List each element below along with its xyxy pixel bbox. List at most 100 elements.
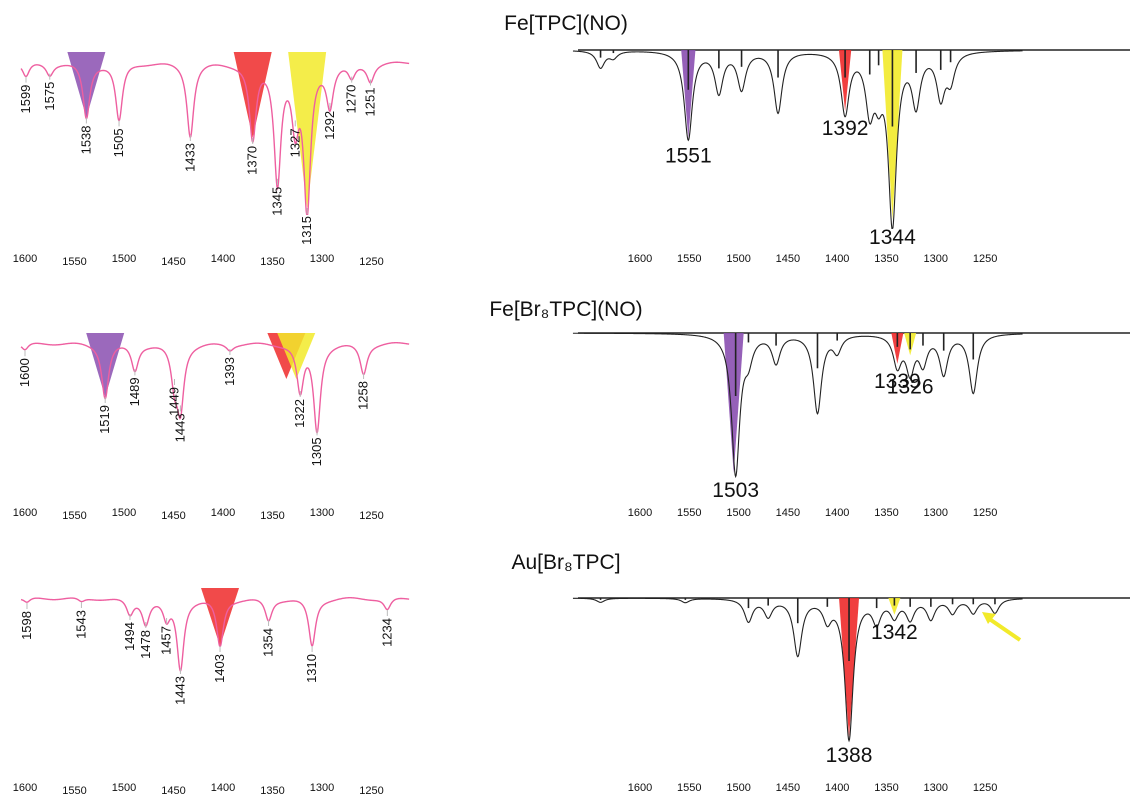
peak-label: 1354	[261, 628, 276, 657]
x-tick-label: 1600	[13, 782, 37, 794]
spectrum-trace	[572, 597, 1023, 743]
peak-label: 1403	[212, 654, 227, 683]
peak-label: 1543	[73, 610, 88, 639]
pointer-arrow-1342	[982, 612, 1022, 642]
x-tick-label: 1250	[359, 510, 383, 522]
x-tick-label: 1250	[359, 256, 383, 268]
highlight-yellow-2	[882, 50, 903, 220]
highlight-red-0	[839, 598, 860, 738]
peak-label: 1551	[665, 144, 712, 167]
peak-label: 1478	[138, 630, 153, 659]
peak-label: 1305	[309, 437, 324, 466]
peak-label: 1449	[166, 387, 181, 416]
x-tick-label: 1500	[112, 782, 136, 794]
peak-label: 1344	[869, 226, 916, 249]
x-tick-label: 1550	[62, 785, 86, 795]
x-tick-label: 1450	[161, 510, 185, 522]
peak-label: 1519	[97, 405, 112, 434]
peak-label: 1600	[17, 358, 32, 387]
x-tick-label: 1300	[924, 507, 948, 519]
peak-label: 1234	[379, 618, 394, 647]
x-tick-label: 1400	[825, 253, 849, 265]
peak-label: 1503	[712, 479, 759, 502]
x-tick-label: 1400	[825, 782, 849, 794]
x-tick-label: 1500	[112, 507, 136, 519]
highlight-purple-0	[86, 333, 125, 397]
spectrum-trace	[20, 61, 410, 216]
x-tick-label: 1450	[161, 785, 185, 795]
x-tick-label: 1550	[677, 253, 701, 265]
x-tick-label: 1300	[310, 782, 334, 794]
x-tick-label: 1500	[112, 253, 136, 265]
x-tick-label: 1250	[973, 507, 997, 519]
x-tick-label: 1600	[628, 253, 652, 265]
x-tick-label: 1400	[825, 507, 849, 519]
highlight-red-1	[891, 333, 904, 364]
x-tick-label: 1550	[677, 507, 701, 519]
x-tick-label: 1600	[13, 253, 37, 265]
x-tick-label: 1350	[260, 510, 284, 522]
highlight-red-0	[201, 588, 240, 646]
highlight-red-1	[233, 52, 272, 138]
peak-label: 1393	[222, 357, 237, 386]
spectrum-panel-0: Fe[TPC](NO) 1599 1575 1538 1505 1433 1370 1345 1…	[13, 12, 628, 268]
x-tick-label: 1400	[211, 253, 235, 265]
x-tick-label: 1450	[161, 256, 185, 268]
peak-label: 1370	[245, 146, 260, 175]
x-tick-label: 1500	[726, 507, 750, 519]
peak-label: 1489	[127, 377, 142, 406]
peak-label: 1443	[172, 413, 187, 442]
x-tick-label: 1300	[310, 507, 334, 519]
peak-label: 1457	[159, 626, 174, 655]
peak-label: 1342	[871, 621, 918, 644]
peak-label: 1538	[78, 125, 93, 154]
peak-label: 1392	[822, 117, 869, 140]
x-tick-label: 1300	[924, 253, 948, 265]
peak-label: 1339	[874, 370, 921, 393]
x-tick-label: 1600	[628, 782, 652, 794]
x-tick-label: 1500	[726, 782, 750, 794]
peak-label: 1326	[887, 375, 934, 398]
highlight-purple-0	[681, 50, 696, 139]
spectrum-trace	[20, 342, 410, 435]
peak-label: 1443	[172, 676, 187, 705]
highlight-yellow-2	[288, 52, 327, 208]
spectrum-trace	[20, 597, 410, 673]
highlight-purple-0	[67, 52, 106, 118]
chart-title: Fe[TPC](NO)	[504, 12, 628, 35]
x-tick-label: 1600	[628, 507, 652, 519]
x-tick-label: 1450	[776, 253, 800, 265]
peak-label: 1599	[18, 85, 33, 114]
x-tick-label: 1350	[260, 785, 284, 795]
peak-label: 1251	[363, 88, 378, 117]
x-tick-label: 1250	[973, 253, 997, 265]
x-tick-label: 1300	[310, 253, 334, 265]
spectrum-trace	[572, 50, 1023, 230]
x-tick-label: 1350	[874, 782, 898, 794]
peak-label: 1505	[111, 128, 126, 157]
highlight-yellow-2	[277, 333, 316, 379]
peak-label: 1494	[122, 622, 137, 651]
peak-label: 1315	[299, 216, 314, 245]
x-tick-label: 1250	[973, 782, 997, 794]
x-tick-label: 1550	[677, 782, 701, 794]
peak-label: 1322	[292, 399, 307, 428]
x-tick-label: 1400	[211, 782, 235, 794]
spectrum-panel-1: 1551 1392 1344 1600 1550 1500 1450 1400 1350 1300…	[572, 49, 1130, 265]
peak-label: 1310	[304, 654, 319, 683]
x-tick-label: 1350	[874, 507, 898, 519]
spectrum-panel-5: 1388 1342 1600 1550 1500 1450 1400 1350 1300 1250	[572, 597, 1130, 794]
chart-title: Au[Br₈TPC]	[511, 551, 620, 574]
x-tick-label: 1350	[260, 256, 284, 268]
x-tick-label: 1550	[62, 510, 86, 522]
highlight-yellow-1	[888, 598, 901, 615]
x-tick-label: 1450	[776, 507, 800, 519]
peak-label: 1292	[322, 111, 337, 140]
x-tick-label: 1500	[726, 253, 750, 265]
spectrum-panel-4: Au[Br₈TPC] 1598 1543 1494 1478 1457 1443 1403 13…	[13, 551, 621, 795]
x-tick-label: 1550	[62, 256, 86, 268]
peak-label: 1270	[344, 85, 359, 114]
